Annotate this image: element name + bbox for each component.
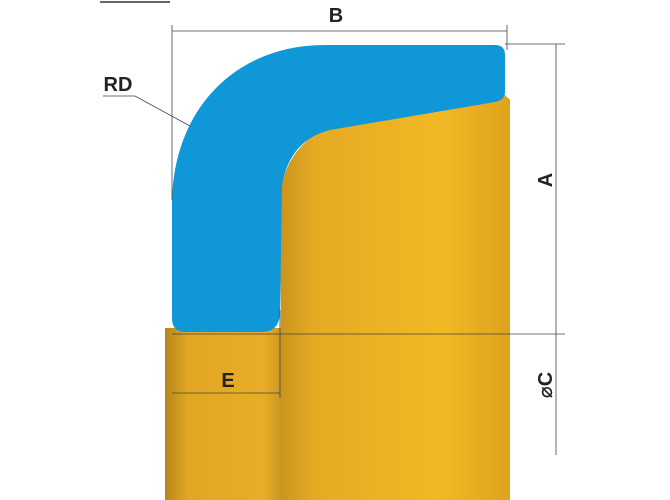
label-b: B bbox=[329, 5, 343, 27]
housing-groove bbox=[165, 328, 282, 500]
housing bbox=[280, 95, 510, 500]
seal bbox=[172, 45, 505, 332]
leader-line bbox=[103, 95, 191, 127]
label-a: A bbox=[535, 173, 557, 187]
label-c: ⌀C bbox=[535, 372, 557, 398]
label-e: E bbox=[221, 370, 234, 392]
label-rd: RD bbox=[104, 74, 133, 96]
